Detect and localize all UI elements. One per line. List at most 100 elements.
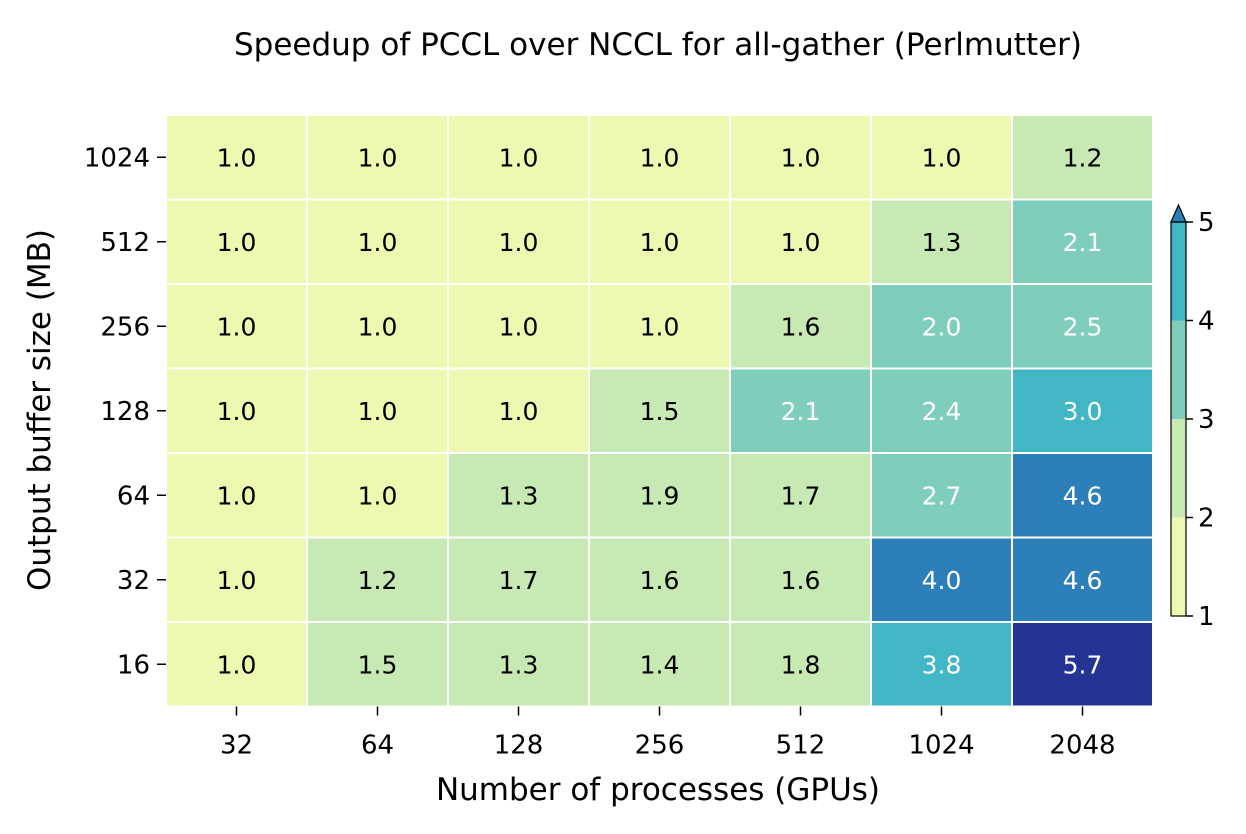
heatmap-cell — [447, 283, 590, 370]
x-tick-label: 256 — [635, 731, 685, 761]
cell-value-label: 1.6 — [781, 312, 821, 341]
cell-value-label: 4.6 — [1063, 481, 1103, 510]
cell-value-label: 1.0 — [640, 228, 680, 257]
heatmap-cell — [729, 283, 872, 370]
cell-value-label: 3.0 — [1063, 397, 1103, 426]
cell-value-label: 1.0 — [217, 481, 257, 510]
heatmap-cell — [1011, 283, 1154, 370]
y-axis-label: Output buffer size (MB) — [22, 229, 58, 591]
cell-value-label: 1.0 — [217, 228, 257, 257]
colorbar-tick-label: 2 — [1198, 504, 1215, 534]
heatmap-cell — [870, 114, 1013, 201]
cell-value-label: 2.5 — [1063, 312, 1103, 341]
heatmap-cell — [870, 283, 1013, 370]
cell-value-label: 1.0 — [217, 650, 257, 679]
cell-value-label: 2.7 — [922, 481, 962, 510]
cell-value-label: 1.0 — [217, 566, 257, 595]
heatmap-cell — [588, 367, 731, 454]
heatmap-cell — [729, 536, 872, 623]
x-axis-ticks: 32 64 128 256 512 1024 2048 — [220, 706, 1116, 761]
heatmap-cell — [306, 283, 449, 370]
cell-value-label: 1.0 — [640, 312, 680, 341]
cell-value-label: 1.0 — [922, 143, 962, 172]
cell-value-label: 1.3 — [499, 650, 539, 679]
heatmap-cell — [588, 283, 731, 370]
colorbar-bin — [1171, 222, 1186, 321]
colorbar-bin — [1171, 320, 1186, 419]
cell-value-label: 1.0 — [358, 312, 398, 341]
cell-value-label: 1.7 — [499, 566, 539, 595]
cell-value-label: 1.0 — [499, 397, 539, 426]
cell-value-label: 1.5 — [358, 650, 398, 679]
heatmap-cell — [165, 536, 308, 623]
colorbar-bin — [1171, 419, 1186, 518]
cell-value-label: 1.0 — [499, 228, 539, 257]
heatmap-cell — [306, 367, 449, 454]
cell-value-label: 1.0 — [358, 397, 398, 426]
x-axis-label: Number of processes (GPUs) — [436, 772, 880, 808]
heatmap-cell — [306, 536, 449, 623]
cell-value-label: 1.0 — [217, 312, 257, 341]
colorbar-tick-label: 1 — [1198, 602, 1215, 632]
cell-value-label: 1.2 — [1063, 143, 1103, 172]
cell-value-label: 1.0 — [499, 143, 539, 172]
x-tick-label: 2048 — [1049, 731, 1115, 761]
cell-value-label: 2.1 — [781, 397, 821, 426]
cell-value-label: 1.2 — [358, 566, 398, 595]
x-tick-label: 32 — [220, 731, 253, 761]
heatmap-cell — [306, 114, 449, 201]
cell-value-label: 2.0 — [922, 312, 962, 341]
heatmap-cell — [165, 114, 308, 201]
colorbar: 1 2 3 4 5 — [1170, 203, 1215, 632]
cell-value-label: 1.6 — [640, 566, 680, 595]
y-tick-label: 256 — [100, 312, 150, 342]
cell-value-label: 1.0 — [358, 481, 398, 510]
cell-value-label: 1.6 — [781, 566, 821, 595]
colorbar-tick-label: 3 — [1198, 405, 1215, 435]
colorbar-tick-label: 4 — [1198, 307, 1215, 337]
heatmap-cell-labels: 1.0 1.0 1.0 1.0 1.0 1.0 1.2 1.0 1.0 1.0 1.0 1.0 1.3 2… — [217, 143, 1103, 679]
heatmap-cell — [165, 367, 308, 454]
cell-value-label: 1.0 — [781, 228, 821, 257]
colorbar-tick-label: 5 — [1198, 208, 1215, 238]
cell-value-label: 5.7 — [1063, 650, 1103, 679]
x-tick-label: 1024 — [908, 731, 974, 761]
cell-value-label: 3.8 — [922, 650, 962, 679]
y-tick-label: 16 — [117, 650, 150, 680]
heatmap-cell — [588, 536, 731, 623]
heatmap-cell — [729, 621, 872, 708]
heatmap-cell — [1011, 536, 1154, 623]
x-tick-label: 512 — [776, 731, 826, 761]
heatmap-cell — [588, 621, 731, 708]
y-axis-ticks: 1024 512 256 128 64 32 16 — [84, 143, 166, 680]
cell-value-label: 1.0 — [358, 143, 398, 172]
cell-value-label: 1.7 — [781, 481, 821, 510]
heatmap-cell — [447, 452, 590, 539]
heatmap-cells — [165, 114, 1154, 708]
cell-value-label: 1.0 — [640, 143, 680, 172]
cell-value-label: 1.0 — [781, 143, 821, 172]
heatmap-cell — [165, 452, 308, 539]
cell-value-label: 1.0 — [358, 228, 398, 257]
heatmap-cell — [165, 621, 308, 708]
heatmap-cell — [729, 198, 872, 285]
cell-value-label: 4.6 — [1063, 566, 1103, 595]
cell-value-label: 1.0 — [217, 143, 257, 172]
x-tick-label: 128 — [494, 731, 544, 761]
cell-value-label: 1.0 — [217, 397, 257, 426]
colorbar-extend-arrow — [1170, 203, 1187, 223]
cell-value-label: 2.1 — [1063, 228, 1103, 257]
heatmap-cell — [1011, 198, 1154, 285]
colorbar-bin — [1171, 517, 1186, 616]
heatmap-cell — [1011, 621, 1154, 708]
cell-value-label: 2.4 — [922, 397, 962, 426]
x-tick-label: 64 — [361, 731, 394, 761]
cell-value-label: 1.0 — [499, 312, 539, 341]
y-tick-label: 64 — [117, 481, 150, 511]
cell-value-label: 1.3 — [922, 228, 962, 257]
y-tick-label: 512 — [100, 228, 150, 258]
cell-value-label: 1.5 — [640, 397, 680, 426]
cell-value-label: 1.3 — [499, 481, 539, 510]
cell-value-label: 1.9 — [640, 481, 680, 510]
